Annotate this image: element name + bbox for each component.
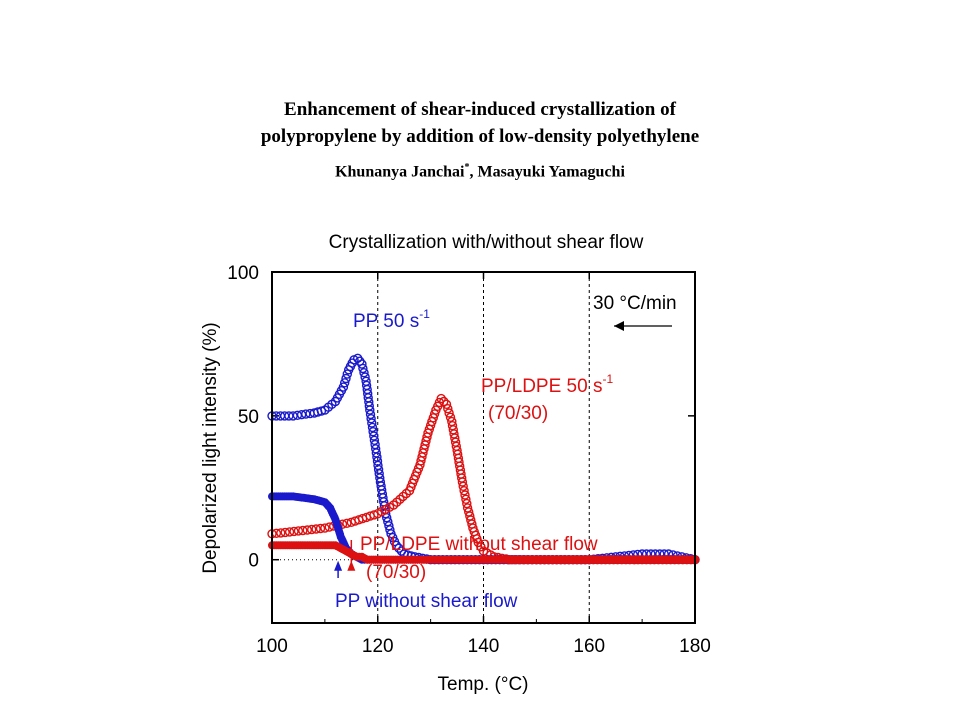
x-axis-label: Temp. (°C): [438, 674, 529, 695]
author-2: Masayuki Yamaguchi: [477, 163, 625, 181]
data-point: [289, 526, 299, 537]
data-point: [439, 396, 449, 407]
series-label-pp-ldpe-50: PP/LDPE 50 s-1: [481, 372, 613, 397]
data-point: [460, 490, 470, 500]
x-tick-label-160: 160: [573, 636, 605, 657]
data-point: [298, 525, 308, 536]
data-point: [320, 523, 330, 533]
data-point: [458, 481, 468, 491]
data-point: [394, 543, 404, 553]
series-label-pp-ldpe-50-text: PP/LDPE 50 s: [481, 376, 602, 397]
data-point: [462, 498, 472, 509]
data-point: [444, 408, 454, 418]
paper-title-line-2: polypropylene by addition of low-density…: [260, 126, 700, 147]
data-point: [324, 522, 334, 532]
data-point: [367, 418, 377, 428]
data-point: [385, 525, 395, 535]
plot-frame: [271, 271, 696, 624]
data-point: [367, 422, 378, 433]
onset-arrowhead-0: [334, 560, 343, 571]
data-point: [315, 523, 326, 534]
y-tick-label-0: 0: [248, 551, 259, 572]
author-separator: ,: [469, 163, 478, 181]
data-point: [302, 525, 312, 535]
data-point: [293, 526, 304, 536]
data-point: [338, 382, 349, 392]
data-point: [441, 399, 452, 409]
data-series: [267, 353, 700, 578]
series-label-pp-ldpe-50-sup: -1: [602, 372, 613, 386]
data-point: [457, 477, 468, 487]
data-point: [311, 524, 321, 534]
x-tick-label-100: 100: [256, 636, 288, 657]
x-tick-label-120: 120: [362, 636, 394, 657]
data-point: [284, 527, 295, 537]
data-point: [436, 393, 446, 404]
data-point: [368, 427, 378, 437]
data-point: [395, 494, 405, 504]
data-point: [307, 524, 317, 535]
data-point: [369, 431, 379, 441]
data-point: [357, 359, 367, 369]
data-point: [341, 373, 351, 384]
data-point: [276, 528, 286, 538]
data-point: [461, 494, 471, 504]
x-tick-label-180: 180: [679, 636, 711, 657]
data-point: [445, 412, 456, 422]
y-axis-label: Depolarized light intensity (%): [200, 322, 221, 573]
data-point: [280, 527, 290, 538]
data-point: [365, 405, 375, 415]
data-point: [359, 368, 369, 378]
data-point: [342, 369, 352, 379]
data-point: [365, 409, 376, 420]
y-tick-label-50: 50: [238, 407, 259, 428]
data-point: [340, 378, 350, 388]
data-point: [391, 540, 401, 550]
rate-annotation: 30 °C/min: [593, 293, 677, 314]
y-tick-label-100: 100: [227, 263, 259, 284]
series-label-pp-ldpe-noshear: PP/LDPE without shear flow: [360, 534, 598, 555]
paper-header: Enhancement of shear-induced crystalliza…: [0, 96, 960, 181]
data-point: [443, 404, 453, 414]
series-label-pp-ldpe-noshear-ratio: (70/30): [366, 562, 426, 583]
author-1: Khunanya Janchai: [335, 163, 465, 181]
chart-title: Crystallization with/without shear flow: [329, 232, 644, 253]
axis-ticks: 100 120 140 160 180 0 50 100: [227, 263, 711, 657]
data-point: [358, 363, 368, 374]
series-label-pp-ldpe-50-ratio: (70/30): [488, 403, 548, 424]
series-label-pp-50: PP 50 s-1: [353, 307, 430, 332]
paper-authors: Khunanya Janchai*, Masayuki Yamaguchi: [0, 162, 960, 181]
series-label-pp-50-sup: -1: [419, 307, 430, 321]
cooling-direction-arrowhead: [614, 321, 624, 331]
series-label-pp-50-text: PP 50 s: [353, 311, 419, 332]
data-point: [342, 518, 352, 528]
corresponding-author-mark: *: [464, 162, 470, 173]
data-point: [369, 510, 379, 520]
data-point: [459, 486, 469, 496]
x-tick-label-140: 140: [468, 636, 500, 657]
paper-title-line-1: Enhancement of shear-induced crystalliza…: [284, 99, 676, 120]
data-point: [366, 414, 376, 424]
series-label-pp-noshear: PP without shear flow: [335, 591, 518, 612]
onset-arrowhead-1: [347, 560, 356, 571]
